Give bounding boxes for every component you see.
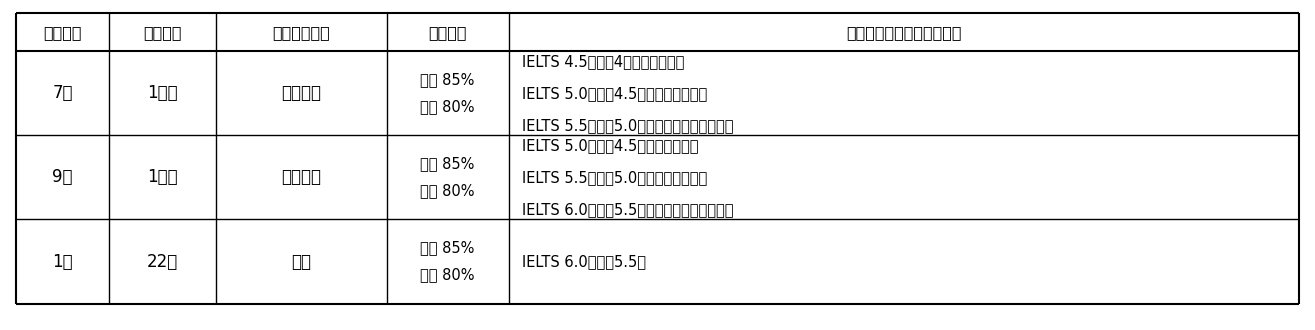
Text: 高二 85%
高三 80%: 高二 85% 高三 80% [421, 72, 475, 114]
Text: 1学年: 1学年 [147, 168, 178, 186]
Text: 商科: 商科 [292, 252, 312, 271]
Text: IELTS 5.0（单颙4.5）：商科，经济学: IELTS 5.0（单颙4.5）：商科，经济学 [522, 86, 707, 101]
Text: 1学年: 1学年 [147, 84, 178, 102]
Text: 入学时间: 入学时间 [43, 25, 82, 40]
Text: 学习时间: 学习时间 [143, 25, 181, 40]
Text: 英语要求（根据本科课程）: 英语要求（根据本科课程） [846, 25, 961, 40]
Text: 学术要求: 学术要求 [429, 25, 467, 40]
Text: IELTS 6.0（单颙5.5）：法学，其他社会科学: IELTS 6.0（单颙5.5）：法学，其他社会科学 [522, 202, 734, 217]
Text: IELTS 5.0（单颙4.5）：工程，科学: IELTS 5.0（单颙4.5）：工程，科学 [522, 138, 698, 153]
Text: 22周: 22周 [147, 252, 179, 271]
Text: 开设预科课程: 开设预科课程 [272, 25, 330, 40]
Text: 9月: 9月 [53, 168, 72, 186]
Text: 高二 85%
高三 80%: 高二 85% 高三 80% [421, 156, 475, 198]
Text: IELTS 5.5（单颙5.0）：商科，经济学: IELTS 5.5（单颙5.0）：商科，经济学 [522, 170, 707, 185]
Text: 7月: 7月 [53, 84, 72, 102]
Text: IELTS 5.5（单颙5.0）：法学，其他社会科学: IELTS 5.5（单颙5.0）：法学，其他社会科学 [522, 118, 734, 133]
Text: IELTS 6.0（单颙5.5）: IELTS 6.0（单颙5.5） [522, 254, 646, 269]
Text: 1月: 1月 [53, 252, 72, 271]
Text: IELTS 4.5（单颙4）：工程，科学: IELTS 4.5（单颙4）：工程，科学 [522, 54, 684, 69]
Text: 所有方向: 所有方向 [281, 168, 321, 186]
Text: 高二 85%
高三 80%: 高二 85% 高三 80% [421, 241, 475, 282]
Text: 所有方向: 所有方向 [281, 84, 321, 102]
